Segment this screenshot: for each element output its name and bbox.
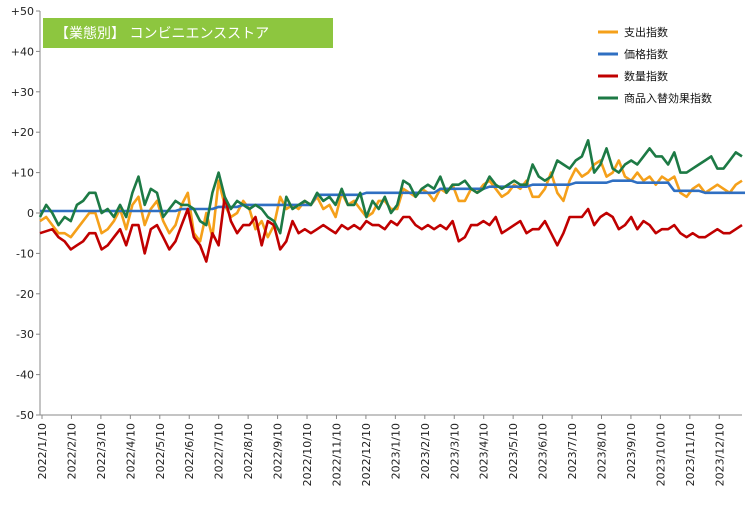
x-tick-label: 2023/9/10 — [625, 423, 638, 479]
x-tick-label: 2023/12/10 — [713, 423, 726, 486]
x-tick-label: 2023/4/10 — [478, 423, 491, 479]
x-tick-label: 2023/2/10 — [419, 423, 432, 479]
legend-label-1: 価格指数 — [624, 47, 668, 61]
x-tick-label: 2022/9/10 — [272, 423, 285, 479]
series-line-2 — [39, 195, 743, 263]
series-line-3 — [38, 139, 743, 235]
x-tick-label: 2023/11/10 — [684, 423, 697, 486]
y-tick-label: +20 — [11, 126, 34, 139]
y-tick-label: -40 — [16, 369, 34, 382]
x-tick-label: 2022/5/10 — [154, 423, 167, 479]
series-lines — [38, 139, 745, 263]
axes: +50 +40 +30 +20 +10 0 -10 -20 -30 -40 -502022/1/10… — [11, 5, 742, 486]
x-tick-label: 2022/8/10 — [242, 423, 255, 479]
y-tick-label: +10 — [11, 167, 34, 180]
x-tick-label: 2023/3/10 — [448, 423, 461, 479]
series-line-0 — [39, 159, 743, 243]
legend-label-0: 支出指数 — [624, 25, 668, 39]
x-tick-label: 2023/6/10 — [537, 423, 550, 479]
chart-title: 【業態別】 コンビニエンスストア — [55, 26, 269, 42]
x-tick-label: 2022/3/10 — [95, 423, 108, 479]
x-tick-label: 2022/12/10 — [360, 423, 373, 486]
y-tick-label: +30 — [11, 86, 34, 99]
y-tick-label: +50 — [11, 5, 34, 18]
chart-title-box: 【業態別】 コンビニエンスストア — [43, 18, 333, 48]
y-tick-label: -30 — [16, 328, 34, 341]
x-tick-label: 2022/1/10 — [36, 423, 49, 479]
x-tick-label: 2022/10/10 — [301, 423, 314, 486]
x-tick-label: 2022/11/10 — [330, 423, 343, 486]
x-tick-label: 2023/10/10 — [654, 423, 667, 486]
legend-label-3: 商品入替効果指数 — [624, 91, 712, 105]
y-tick-label: -10 — [16, 247, 34, 260]
x-tick-label: 2022/7/10 — [213, 423, 226, 479]
title-background — [43, 18, 333, 48]
series-line-1 — [40, 179, 745, 213]
x-tick-label: 2023/7/10 — [566, 423, 579, 479]
x-tick-label: 2022/6/10 — [183, 423, 196, 479]
x-tick-label: 2023/8/10 — [595, 423, 608, 479]
y-tick-label: -20 — [16, 288, 34, 301]
x-tick-label: 2022/2/10 — [65, 423, 78, 479]
y-tick-label: 0 — [27, 207, 34, 220]
x-tick-label: 2022/4/10 — [124, 423, 137, 479]
legend-label-2: 数量指数 — [624, 69, 668, 83]
y-tick-label: -50 — [16, 409, 34, 422]
y-tick-label: +40 — [11, 45, 34, 58]
x-tick-label: 2023/1/10 — [389, 423, 402, 479]
x-tick-label: 2023/5/10 — [507, 423, 520, 479]
